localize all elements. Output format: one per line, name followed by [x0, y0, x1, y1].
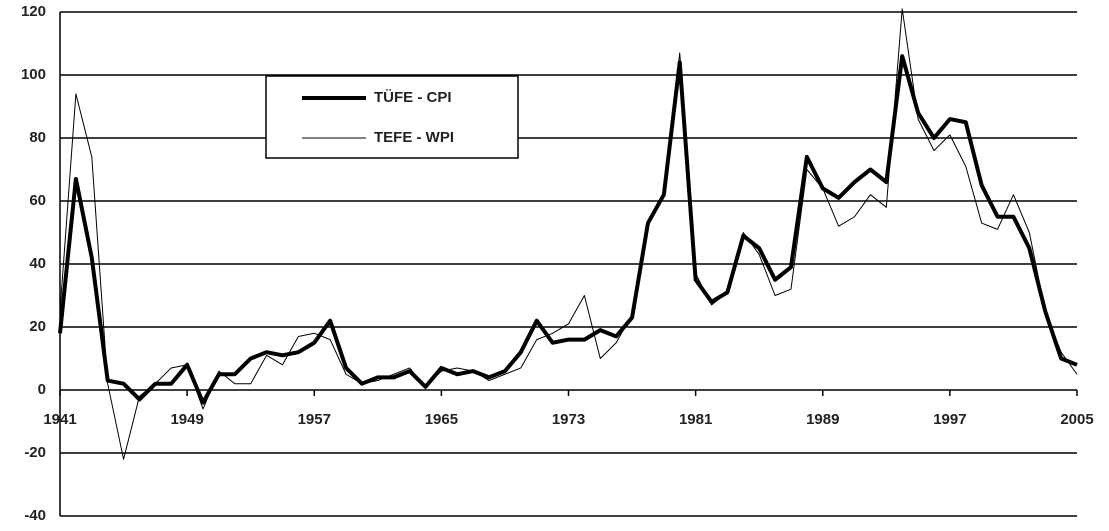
legend-label: TEFE - WPI [374, 129, 454, 146]
x-tick-label: 1949 [170, 411, 203, 428]
x-tick-label: 1989 [806, 411, 839, 428]
legend-label: TÜFE - CPI [374, 89, 452, 106]
x-tick-label: 1965 [425, 411, 458, 428]
x-tick-label: 1973 [552, 411, 585, 428]
x-tick-label: 1957 [298, 411, 331, 428]
y-tick-label: 60 [29, 192, 46, 209]
x-tick-label: 2005 [1060, 411, 1093, 428]
data-line [59, 8, 1078, 460]
data-line [58, 54, 1078, 405]
x-tick-label: 1997 [933, 411, 966, 428]
y-tick-label: 80 [29, 129, 46, 146]
legend-box [265, 75, 519, 159]
x-tick-label: 1981 [679, 411, 712, 428]
y-tick-label: 20 [29, 318, 46, 335]
y-tick-label: -40 [24, 507, 46, 524]
y-tick-label: 0 [38, 381, 46, 398]
x-tick-label: 1941 [43, 411, 76, 428]
y-tick-label: 40 [29, 255, 46, 272]
y-tick-label: 100 [21, 66, 46, 83]
y-tick-label: 120 [21, 3, 46, 20]
y-tick-label: -20 [24, 444, 46, 461]
